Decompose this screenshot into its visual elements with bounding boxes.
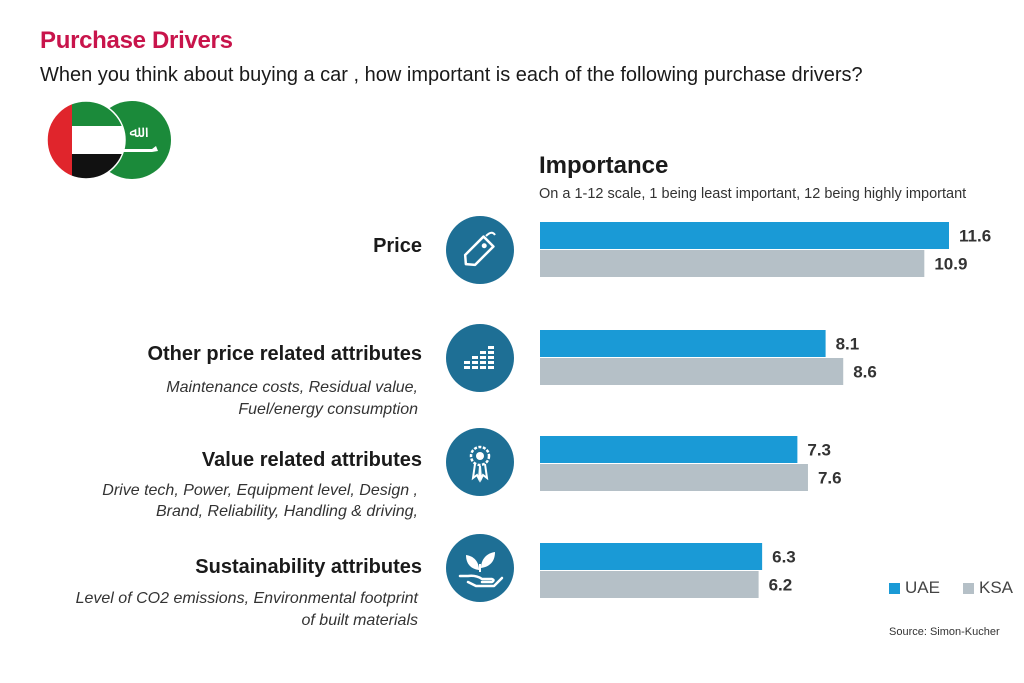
source-note: Source: Simon-Kucher bbox=[889, 626, 1000, 638]
category-desc-sustainability-2: of built materials bbox=[301, 612, 419, 629]
value-label-ksa-sustainability-attributes: 6.2 bbox=[769, 576, 793, 595]
bar-uae-other-price-related-attributes bbox=[540, 330, 826, 357]
bar-uae-price bbox=[540, 222, 949, 249]
bar-uae-sustainability-attributes bbox=[540, 543, 763, 570]
bar-ksa-value-related-attributes bbox=[540, 464, 808, 491]
category-label-price: Price bbox=[373, 235, 422, 257]
legend-uae: UAE bbox=[889, 578, 940, 598]
value-label-uae-value-related-attributes: 7.3 bbox=[807, 441, 831, 460]
category-label-sustainability: Sustainability attributes bbox=[195, 556, 422, 578]
bar-ksa-other-price-related-attributes bbox=[540, 358, 844, 385]
category-label-value: Value related attributes bbox=[201, 449, 422, 471]
bar-levels-icon bbox=[446, 324, 514, 392]
legend-ksa-swatch bbox=[963, 582, 974, 594]
bar-ksa-price bbox=[540, 250, 925, 277]
category-desc-other-price-1: Maintenance costs, Residual value, bbox=[166, 379, 418, 396]
value-label-uae-price: 11.6 bbox=[959, 227, 991, 246]
chart-title: Purchase Drivers bbox=[40, 27, 233, 54]
category-desc-value-1: Drive tech, Power, Equipment level, Desi… bbox=[102, 482, 418, 499]
value-label-uae-other-price-related-attributes: 8.1 bbox=[836, 335, 860, 354]
importance-heading: Importance bbox=[539, 152, 669, 179]
legend-ksa-label: KSA bbox=[979, 578, 1014, 597]
category-desc-sustainability-1: Level of CO2 emissions, Environmental fo… bbox=[75, 590, 418, 607]
chart-question: When you think about buying a car , how … bbox=[40, 64, 863, 86]
bar-ksa-sustainability-attributes bbox=[540, 571, 759, 598]
value-label-uae-sustainability-attributes: 6.3 bbox=[772, 548, 796, 567]
category-desc-other-price-2: Fuel/energy consumption bbox=[238, 401, 418, 418]
price-tag-icon bbox=[446, 216, 514, 284]
bar-uae-value-related-attributes bbox=[540, 436, 798, 463]
value-label-ksa-other-price-related-attributes: 8.6 bbox=[853, 363, 877, 382]
legend-uae-swatch bbox=[889, 582, 900, 594]
category-desc-value-2: Brand, Reliability, Handling & driving, bbox=[155, 503, 418, 520]
uae-ksa-flags-icon: ﷲ bbox=[46, 100, 171, 180]
value-label-ksa-price: 10.9 bbox=[934, 255, 967, 274]
legend-ksa: KSA bbox=[963, 578, 1013, 598]
legend-uae-label: UAE bbox=[905, 578, 940, 597]
value-label-ksa-value-related-attributes: 7.6 bbox=[818, 469, 842, 488]
hand-leaf-icon bbox=[446, 534, 514, 602]
scale-note: On a 1-12 scale, 1 being least important… bbox=[539, 186, 967, 202]
category-label-other-price: Other price related attributes bbox=[147, 343, 422, 365]
award-ribbon-icon bbox=[446, 428, 514, 496]
